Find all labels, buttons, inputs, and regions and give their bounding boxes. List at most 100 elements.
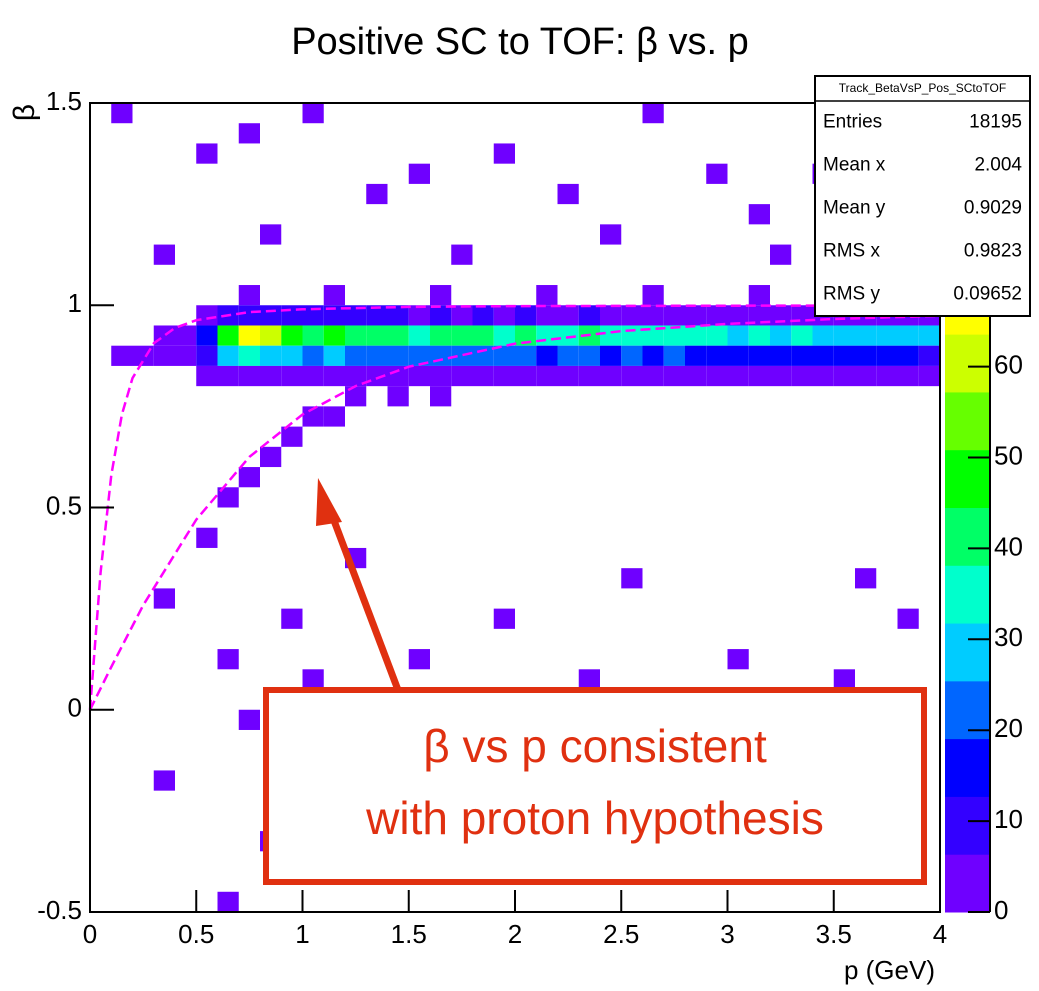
stats-label: RMS y: [823, 284, 881, 305]
heatmap-cell: [302, 325, 324, 346]
heatmap-cell: [812, 325, 834, 346]
heatmap-cell: [918, 325, 940, 346]
heatmap-cell: [238, 325, 260, 346]
heatmap-cell: [748, 204, 770, 225]
heatmap-cell: [748, 325, 770, 346]
heatmap-cell: [578, 305, 600, 326]
heatmap-cell: [918, 345, 940, 366]
heatmap-cell: [302, 406, 324, 427]
heatmap-cell: [430, 325, 452, 346]
heatmap-cell: [323, 365, 345, 387]
heatmap-cell: [408, 345, 430, 366]
heatmap-cell: [791, 365, 813, 387]
stats-value: 0.09652: [953, 284, 1022, 305]
heatmap-cell: [281, 345, 303, 366]
stats-box: Track_BetaVsP_Pos_SCtoTOF Entries 18195 Mea…: [814, 75, 1031, 317]
heatmap-cell: [345, 386, 367, 407]
x-tick-label: 2: [508, 919, 522, 949]
heatmap-cell: [918, 365, 940, 387]
heatmap-cell: [770, 244, 792, 265]
heatmap-cell: [791, 305, 813, 326]
x-tick-label: 0: [83, 919, 97, 949]
heatmap-cell: [196, 527, 218, 548]
heatmap-cell: [387, 345, 409, 366]
heatmap-cell: [536, 365, 558, 387]
heatmap-cell: [302, 305, 324, 326]
heatmap-cell: [408, 325, 430, 346]
heatmap-cell: [302, 365, 324, 387]
heatmap-cell: [493, 608, 515, 629]
heatmap-cell: [876, 325, 898, 346]
heatmap-cell: [196, 143, 218, 164]
heatmap-cell: [727, 649, 749, 670]
heatmap-cell: [770, 305, 792, 326]
heatmap-cell: [175, 325, 197, 346]
heatmap-cell: [451, 305, 473, 326]
stats-title: Track_BetaVsP_Pos_SCtoTOF: [839, 81, 1006, 95]
heatmap-cell: [238, 123, 260, 144]
function-curve: [88, 304, 941, 710]
heatmap-cell: [515, 365, 537, 387]
heatmap-cell: [833, 365, 855, 387]
colorbar-band: [945, 449, 990, 508]
heatmap-cell: [685, 325, 707, 346]
heatmap-cell: [196, 305, 218, 326]
heatmap-cell: [451, 345, 473, 366]
heatmap-cell: [345, 305, 367, 326]
heatmap-cell: [706, 325, 728, 346]
heatmap-cell: [430, 345, 452, 366]
heatmap-cell: [408, 305, 430, 326]
heatmap-cell: [217, 365, 239, 387]
heatmap-cell: [153, 588, 175, 609]
heatmap-cell: [642, 103, 664, 124]
heatmap-cell: [706, 163, 728, 184]
heatmap-cell: [345, 325, 367, 346]
heatmap-cell: [153, 345, 175, 366]
heatmap-cell: [833, 325, 855, 346]
heatmap-cell: [366, 365, 388, 387]
heatmap-cell: [663, 305, 685, 326]
x-tick-label: 3: [720, 919, 734, 949]
heatmap-cell: [621, 345, 643, 366]
heatmap-cell: [727, 305, 749, 326]
heatmap-cell: [345, 365, 367, 387]
heatmap-cell: [260, 446, 282, 468]
heatmap-cell: [217, 345, 239, 366]
heatmap-cell: [770, 345, 792, 366]
heatmap-cell: [238, 365, 260, 387]
y-tick-label: 1.5: [46, 86, 82, 116]
heatmap-cell: [536, 325, 558, 346]
heatmap-cell: [408, 365, 430, 387]
heatmap-cell: [727, 325, 749, 346]
stats-label: Mean y: [823, 198, 886, 219]
heatmap-cell: [238, 345, 260, 366]
heatmap-cell: [323, 345, 345, 366]
heatmap-cell: [260, 224, 282, 245]
heatmap-cell: [748, 305, 770, 326]
heatmap-cell: [238, 709, 260, 730]
heatmap-cell: [621, 305, 643, 326]
x-tick-label: 0.5: [178, 919, 214, 949]
heatmap-cell: [323, 285, 345, 306]
heatmap-cell: [557, 345, 579, 366]
heatmap-cell: [366, 183, 388, 205]
heatmap-cell: [706, 305, 728, 326]
stats-label: RMS x: [823, 241, 881, 262]
z-tick-label: 10: [994, 804, 1023, 834]
colorbar-band: [945, 738, 990, 797]
heatmap-cell: [493, 345, 515, 366]
heatmap-cell: [642, 285, 664, 306]
x-tick-label: 1: [295, 919, 309, 949]
heatmap-cell: [663, 365, 685, 387]
heatmap-cell: [812, 345, 834, 366]
heatmap-cell: [791, 345, 813, 366]
heatmap-cell: [430, 386, 452, 407]
annotation-arrow: [326, 508, 402, 692]
heatmap-cell: [153, 244, 175, 265]
heatmap-cell: [557, 365, 579, 387]
heatmap-cell: [897, 345, 919, 366]
x-tick-label: 3.5: [816, 919, 852, 949]
heatmap-cell: [302, 669, 324, 690]
heatmap-cell: [387, 305, 409, 326]
heatmap-cell: [706, 345, 728, 366]
